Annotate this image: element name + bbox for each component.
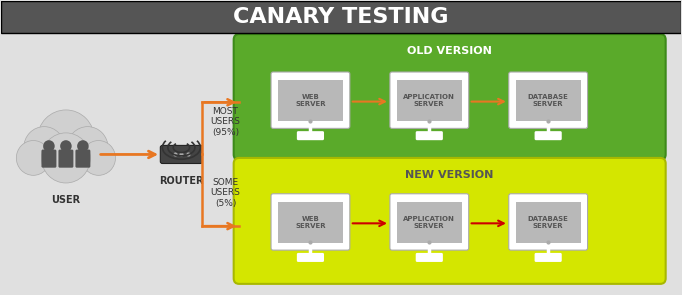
Text: APPLICATION
SERVER: APPLICATION SERVER [403,216,456,229]
FancyBboxPatch shape [397,80,462,122]
Text: WEB
SERVER: WEB SERVER [295,94,326,107]
FancyBboxPatch shape [390,194,469,250]
Text: APPLICATION
SERVER: APPLICATION SERVER [403,94,456,107]
Text: NEW VERSION: NEW VERSION [406,170,494,180]
Circle shape [38,110,94,168]
Circle shape [43,140,55,152]
FancyBboxPatch shape [509,72,588,128]
Circle shape [60,140,72,152]
Circle shape [77,140,89,152]
FancyBboxPatch shape [271,72,350,128]
FancyBboxPatch shape [76,150,91,168]
Circle shape [16,140,50,175]
FancyBboxPatch shape [278,202,343,243]
FancyBboxPatch shape [535,131,562,140]
FancyBboxPatch shape [1,1,681,33]
Text: USER: USER [51,195,80,205]
Text: SOME
USERS
(5%): SOME USERS (5%) [211,178,241,208]
Text: ROUTER: ROUTER [159,176,204,186]
Circle shape [24,127,65,168]
Circle shape [68,127,108,168]
FancyBboxPatch shape [271,194,350,250]
FancyBboxPatch shape [297,131,324,140]
FancyBboxPatch shape [59,150,74,168]
Text: WEB
SERVER: WEB SERVER [295,216,326,229]
FancyBboxPatch shape [278,80,343,122]
FancyBboxPatch shape [516,202,581,243]
Circle shape [42,133,91,183]
Circle shape [82,140,115,175]
FancyBboxPatch shape [416,131,443,140]
Text: DATABASE
SERVER: DATABASE SERVER [528,216,569,229]
FancyBboxPatch shape [390,72,469,128]
FancyBboxPatch shape [397,202,462,243]
FancyBboxPatch shape [297,253,324,262]
FancyBboxPatch shape [160,145,203,163]
FancyBboxPatch shape [42,150,57,168]
FancyBboxPatch shape [535,253,562,262]
Text: OLD VERSION: OLD VERSION [407,47,492,56]
Text: CANARY TESTING: CANARY TESTING [233,7,449,27]
Text: MOST
USERS
(95%): MOST USERS (95%) [211,107,241,137]
FancyBboxPatch shape [416,253,443,262]
Text: DATABASE
SERVER: DATABASE SERVER [528,94,569,107]
FancyBboxPatch shape [234,158,666,284]
FancyBboxPatch shape [509,194,588,250]
FancyBboxPatch shape [234,34,666,160]
FancyBboxPatch shape [516,80,581,122]
